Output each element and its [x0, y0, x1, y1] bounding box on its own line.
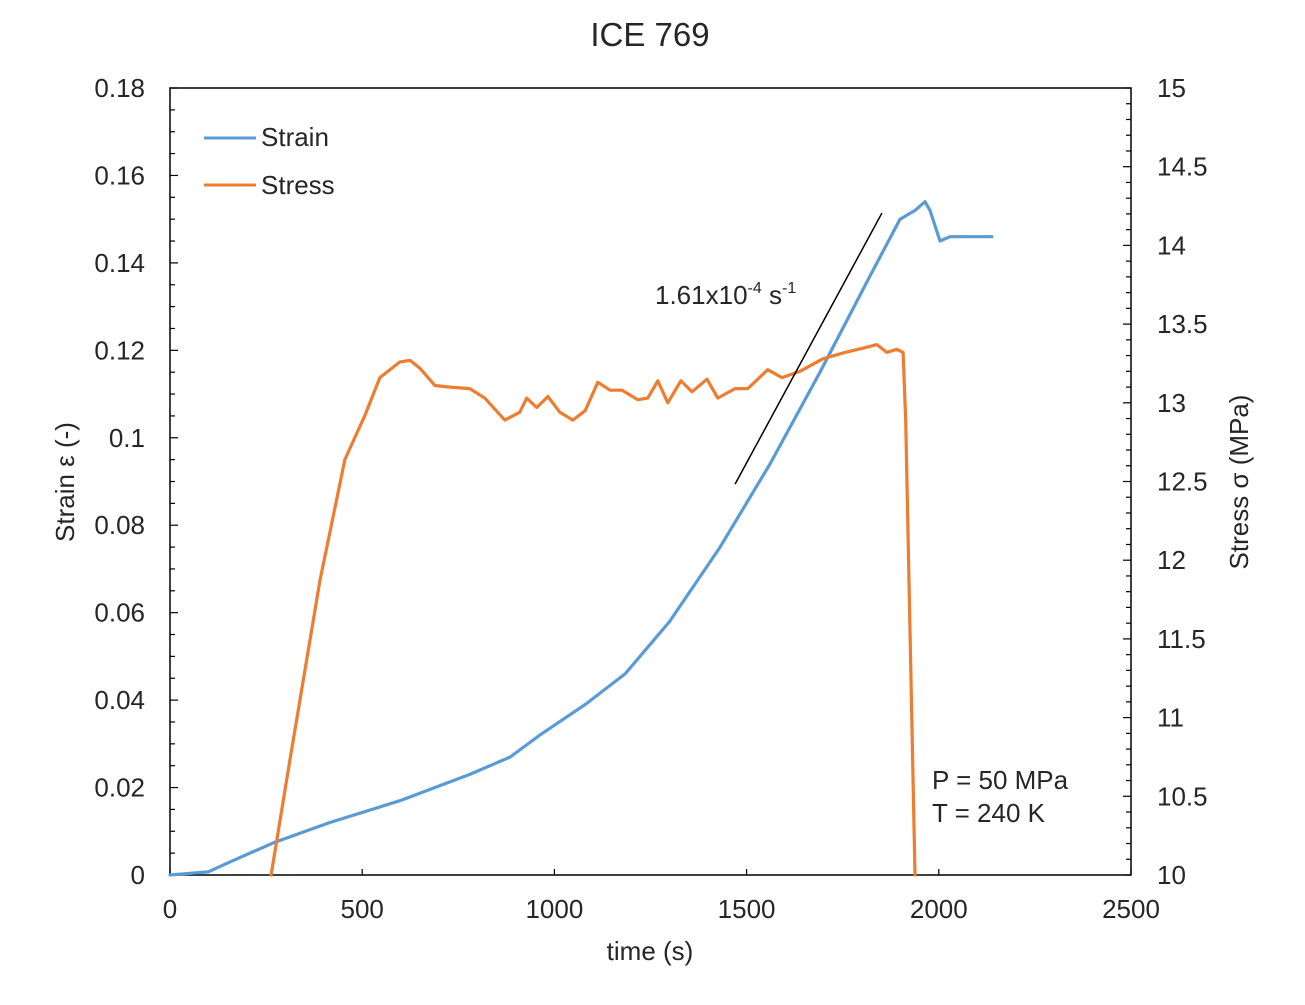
legend-label-strain: Strain: [261, 122, 329, 152]
plot-area: [169, 87, 1132, 876]
y2-tick-label: 14.5: [1157, 152, 1208, 182]
pressure-annotation: P = 50 MPa: [932, 765, 1069, 795]
y-tick-label: 0.02: [94, 773, 145, 803]
y-tick-label: 0.1: [109, 423, 145, 453]
x-tick-label: 0: [163, 894, 177, 924]
series-line-strain: [168, 200, 994, 877]
rate-unit: s: [762, 280, 782, 310]
y-tick-labels: 0 0.02 0.04 0.06 0.08 0.1 0.12 0.14 0.16 0.18: [94, 73, 145, 890]
x-tick-label: 1500: [718, 894, 776, 924]
rate-exponent: -4: [748, 280, 762, 297]
legend-label-stress: Stress: [261, 170, 335, 200]
y2-tick-label: 10: [1157, 860, 1186, 890]
y-axis-label: Strain ε (-): [50, 422, 80, 542]
y-tick-label: 0.08: [94, 510, 145, 540]
y2-tick-label: 12: [1157, 545, 1186, 575]
series-group: [168, 200, 994, 877]
y-tick-label: 0.16: [94, 160, 145, 190]
y-tick-label: 0.12: [94, 335, 145, 365]
temperature-annotation: T = 240 K: [932, 798, 1046, 828]
y-tick-label: 0.18: [94, 73, 145, 103]
series-line-stress: [269, 343, 917, 877]
y-tick-label: 0.04: [94, 685, 145, 715]
x-tick-labels: 0 500 1000 1500 2000 2500: [163, 894, 1160, 924]
y2-tick-label: 14: [1157, 230, 1186, 260]
y2-tick-label: 12.5: [1157, 467, 1208, 497]
y2-tick-label: 13.5: [1157, 309, 1208, 339]
y-tick-label: 0.06: [94, 598, 145, 628]
y-tick-label: 0: [131, 860, 145, 890]
y2-tick-label: 11: [1157, 703, 1184, 733]
strain-rate-annotation: 1.61x10-4 s-1: [655, 280, 796, 310]
y-tick-label: 0.14: [94, 248, 145, 278]
rate-unit-exponent: -1: [782, 280, 796, 297]
legend: Strain Stress: [204, 122, 335, 200]
x-tick-label: 2000: [910, 894, 968, 924]
y2-axis-label: Stress σ (MPa): [1224, 395, 1254, 570]
y2-tick-label: 15: [1157, 73, 1186, 103]
y2-tick-label: 13: [1157, 388, 1186, 418]
rate-mantissa: 1.61x10: [655, 280, 748, 310]
axis-ticks: [169, 87, 1132, 876]
y2-tick-labels: 10 10.5 11 11.5 12 12.5 13 13.5 14 14.5 15: [1157, 73, 1208, 890]
x-tick-label: 500: [341, 894, 384, 924]
y2-tick-label: 10.5: [1157, 781, 1208, 811]
strain-rate-fit-line: [734, 212, 883, 485]
y2-tick-label: 11.5: [1157, 624, 1206, 654]
chart-title: ICE 769: [590, 16, 709, 53]
x-axis-label: time (s): [607, 936, 694, 966]
x-tick-label: 2500: [1102, 894, 1160, 924]
x-tick-label: 1000: [525, 894, 583, 924]
